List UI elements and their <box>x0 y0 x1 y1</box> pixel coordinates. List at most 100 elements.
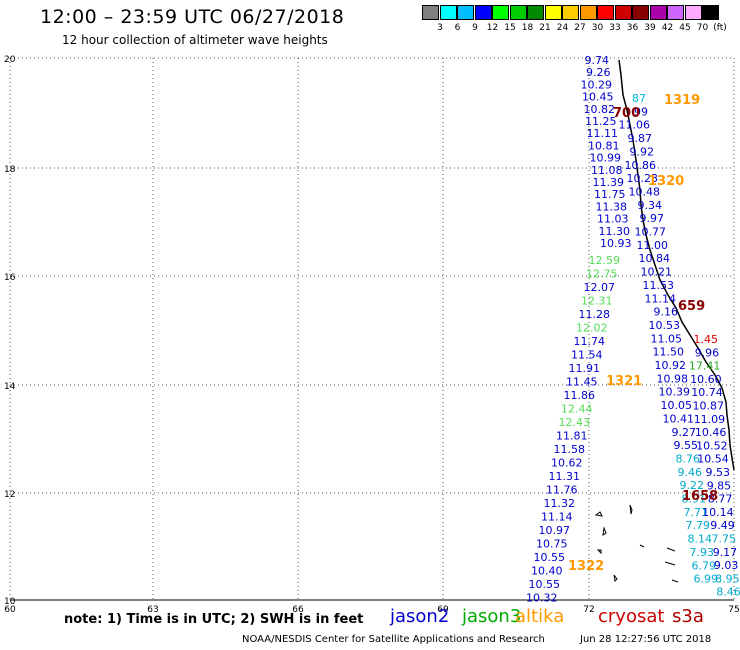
colorbar-label: 42 <box>661 23 674 33</box>
colorbar-label: 3 <box>437 23 443 33</box>
swh-value-track-c: 10.98 <box>657 372 689 385</box>
swh-value-track-c: 9.55 <box>674 439 699 452</box>
swh-value-track-c: 11.00 <box>637 239 669 252</box>
swh-value-track-c: 10.21 <box>641 266 673 279</box>
colorbar-label: 15 <box>504 23 516 33</box>
coastline-path <box>618 59 735 471</box>
swh-value-track-d: 8.46 <box>716 586 740 599</box>
swh-value-track-d: 17.41 <box>689 360 721 373</box>
colorbar-swatch <box>597 5 614 20</box>
swh-value-track-c: 9.87 <box>628 132 653 145</box>
swh-value-track-b: 12.07 <box>584 281 616 294</box>
colorbar-swatch <box>614 5 632 20</box>
swh-value-track-b: 11.74 <box>574 335 606 348</box>
swh-value-track-d: 8.95 <box>715 572 740 585</box>
y-axis-label: 12 <box>4 490 15 500</box>
swh-value-track-b: 11.54 <box>571 349 603 362</box>
colorbar-swatch <box>509 5 527 20</box>
island-8 <box>664 561 676 566</box>
swh-value-track-b: 11.31 <box>549 470 581 483</box>
swh-value-track-b: 10.40 <box>531 565 563 578</box>
legend-s3a: s3a <box>672 606 704 627</box>
colorbar-swatch <box>684 5 702 20</box>
island-9 <box>671 579 679 583</box>
colorbar-label: 30 <box>591 23 604 33</box>
swh-value-track-d: 9.03 <box>714 559 739 572</box>
track-number-label: 1320 <box>648 174 684 189</box>
swh-value-track-c: 10.53 <box>649 319 681 332</box>
swh-value-track-c: 9.27 <box>672 426 697 439</box>
swh-value-track-c: 10.84 <box>639 252 671 265</box>
swh-value-track-c: 11.05 <box>651 332 683 345</box>
x-axis-label: 69 <box>437 605 449 615</box>
swh-value-track-c: 11.06 <box>619 119 651 132</box>
colorbar-label: 6 <box>454 23 461 33</box>
swh-value-track-c: 99 <box>634 105 648 118</box>
island-2 <box>602 526 607 537</box>
swh-value-track-d: 10.74 <box>691 386 723 399</box>
swh-value-track-d: 10.60 <box>690 373 722 386</box>
colorbar-swatch <box>562 5 579 20</box>
swh-value-track-c: 9.97 <box>640 212 665 225</box>
swh-value-track-b: 11.28 <box>579 308 611 321</box>
island-4 <box>629 504 633 515</box>
swh-value-track-b: 10.55 <box>529 578 561 591</box>
swh-value-track-b: 11.45 <box>566 376 598 389</box>
track-number-label: 659 <box>678 299 705 314</box>
x-axis-label: 72 <box>583 605 594 615</box>
swh-value-track-d: 8.77 <box>708 493 733 506</box>
swh-value-track-b: 12.43 <box>559 416 591 429</box>
swh-value-track-d: 10.54 <box>697 453 729 466</box>
y-axis-label: 14 <box>4 382 16 392</box>
swh-value-track-c: 9.22 <box>680 479 705 492</box>
swh-value-track-b: 12.75 <box>586 268 618 281</box>
x-axis-label: 75 <box>728 605 739 615</box>
swh-value-track-d: 7.75 <box>712 533 737 546</box>
coastline <box>594 59 735 583</box>
swh-value-track-a: 11.39 <box>593 176 625 189</box>
colorbar-label: 21 <box>539 23 551 33</box>
swh-value-track-a: 9.26 <box>586 66 611 79</box>
swh-value-track-d: 9.49 <box>710 519 735 532</box>
swh-value-track-b: 11.58 <box>554 443 586 456</box>
island-6 <box>639 544 645 548</box>
colorbar-label: 36 <box>626 23 639 33</box>
swh-value-track-b: 10.62 <box>551 457 583 470</box>
island-7 <box>666 547 676 552</box>
swh-value-track-c: 10.86 <box>625 159 657 172</box>
swh-value-track-c: 8.91 <box>682 493 707 506</box>
island-1 <box>594 511 603 517</box>
swh-value-track-c: 9.16 <box>654 306 679 319</box>
swh-value-track-c: 9.46 <box>678 466 703 479</box>
island-3 <box>596 549 602 555</box>
track-number-label: 700 <box>613 106 640 121</box>
track-number-label: 1658 <box>682 489 718 504</box>
swh-value-track-a: 11.38 <box>596 200 628 213</box>
colorbar-label: (ft) <box>713 23 727 33</box>
swh-value-track-c: 87 <box>632 92 646 105</box>
swh-value-track-c: 7.79 <box>686 519 711 532</box>
swh-value-track-b: 11.76 <box>546 484 578 497</box>
colorbar-swatch <box>474 5 492 20</box>
swh-value-track-d: 11.09 <box>694 413 726 426</box>
swh-value-track-a: 11.75 <box>594 188 626 201</box>
swh-value-track-c: 10.23 <box>627 172 659 185</box>
swh-value-track-c: 10.39 <box>659 386 691 399</box>
swh-value-track-c: 11.14 <box>645 292 677 305</box>
colorbar-swatch <box>457 5 474 20</box>
legend-cryosat: cryosat <box>598 606 665 627</box>
swh-value-track-c: 10.48 <box>629 185 661 198</box>
colorbar-swatch <box>527 5 544 20</box>
x-axis-label: 66 <box>292 605 304 615</box>
swh-value-track-c: 8.76 <box>676 452 701 465</box>
colorbar-label: 27 <box>574 23 586 33</box>
colorbar-label: 39 <box>644 23 656 33</box>
swh-value-track-c: 8.14 <box>688 533 713 546</box>
legend-jason2: jason2 <box>390 606 450 627</box>
page-title: 12:00 – 23:59 UTC 06/27/2018 <box>40 6 345 28</box>
colorbar-label: 12 <box>486 23 499 33</box>
y-axis-label: 10 <box>4 597 16 607</box>
colorbar-label: 9 <box>472 23 478 33</box>
y-axis-label: 20 <box>4 55 16 65</box>
swh-value-track-c: 10.92 <box>655 359 687 372</box>
